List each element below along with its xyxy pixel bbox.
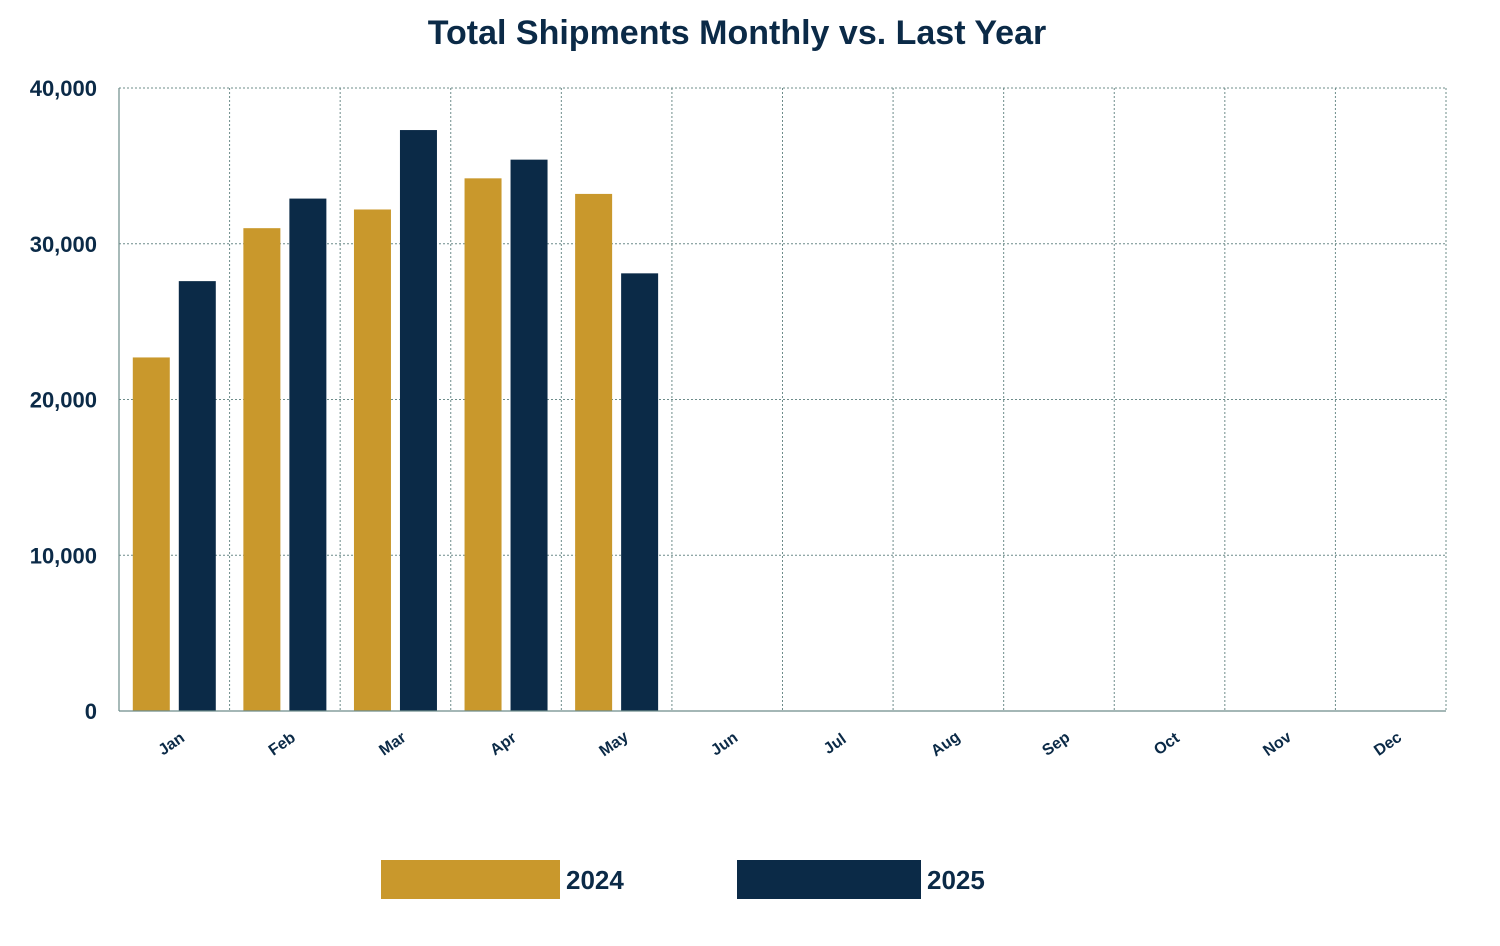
x-tick-label-aug: Aug [928, 728, 963, 760]
x-tick-label-sep: Sep [1039, 729, 1073, 760]
y-tick-label: 10,000 [30, 543, 97, 568]
x-tick-label-oct: Oct [1151, 729, 1183, 759]
legend-swatch-2024 [381, 860, 560, 899]
bar-2024-may [575, 193, 613, 711]
y-tick-label: 40,000 [30, 76, 97, 101]
y-axis-ticks: 0 10,000 20,000 30,000 40,000 [30, 76, 97, 724]
bar-2024-jan [132, 357, 170, 711]
x-tick-label-jan: Jan [156, 729, 188, 759]
x-tick-label-may: May [596, 728, 631, 760]
axes [118, 88, 1446, 712]
bar-2024-mar [353, 209, 391, 712]
x-tick-label-jul: Jul [821, 731, 850, 758]
grid [119, 87, 1447, 711]
bar-2025-may [621, 273, 659, 711]
bar-2025-apr [510, 159, 548, 711]
legend: 2024 2025 [381, 860, 985, 899]
x-tick-label-mar: Mar [376, 729, 409, 759]
bar-2024-apr [464, 178, 502, 711]
x-tick-label-jun: Jun [708, 729, 741, 759]
y-tick-label: 30,000 [30, 232, 97, 257]
legend-label-2024: 2024 [566, 865, 624, 895]
chart-title: Total Shipments Monthly vs. Last Year [428, 14, 1046, 52]
bar-2025-mar [399, 130, 437, 712]
x-tick-label-dec: Dec [1371, 729, 1405, 760]
x-axis-ticks: Jan Feb Mar Apr May Jun Jul Aug Sep Oct Nov Dec [156, 728, 1406, 760]
bars [132, 130, 659, 712]
bar-2025-feb [289, 198, 327, 711]
x-tick-label-nov: Nov [1260, 729, 1295, 760]
legend-label-2025: 2025 [927, 865, 985, 895]
y-tick-label: 0 [85, 699, 97, 724]
bar-2025-jan [178, 281, 216, 711]
legend-swatch-2025 [737, 860, 921, 899]
x-tick-label-apr: Apr [487, 729, 519, 759]
bar-2024-feb [243, 228, 281, 712]
y-tick-label: 20,000 [30, 388, 97, 413]
x-tick-label-feb: Feb [266, 729, 299, 759]
